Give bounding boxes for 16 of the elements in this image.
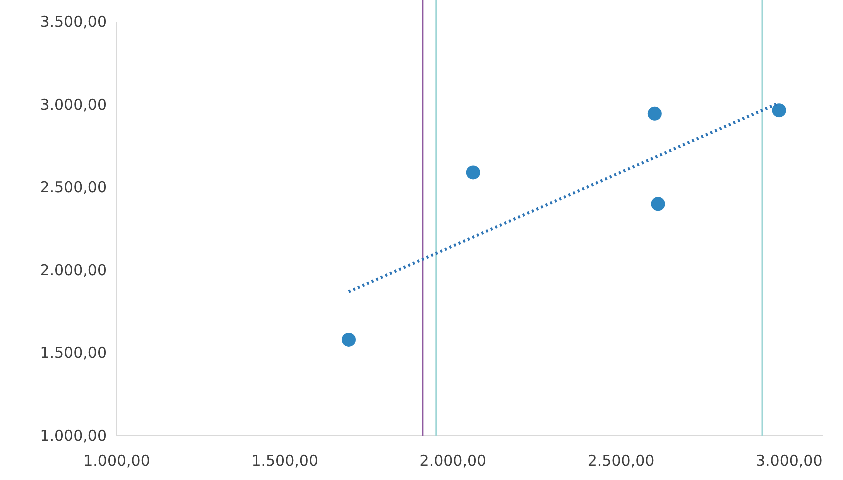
point (651, 197, 666, 212)
y-tick-label: 3.500,00 (40, 13, 107, 31)
point (772, 104, 786, 118)
point (342, 332, 356, 347)
y-tick-label: 1.000,00 (40, 427, 107, 445)
x-tick-label: 1.500,00 (252, 452, 318, 470)
x-tick-label: 2.500,00 (588, 452, 655, 470)
y-tick-label: 2.000,00 (40, 261, 107, 280)
y-tick-label: 3.000,00 (40, 96, 107, 114)
y-tick-label: 1.500,00 (40, 344, 107, 362)
point (648, 106, 662, 121)
y-tick-label: 2.500,00 (40, 178, 107, 197)
point (466, 166, 480, 180)
x-tick-label: 1.000,00 (84, 452, 150, 470)
x-tick-label: 3.000,00 (756, 452, 823, 470)
x-tick-label: 2.000,00 (420, 452, 487, 470)
